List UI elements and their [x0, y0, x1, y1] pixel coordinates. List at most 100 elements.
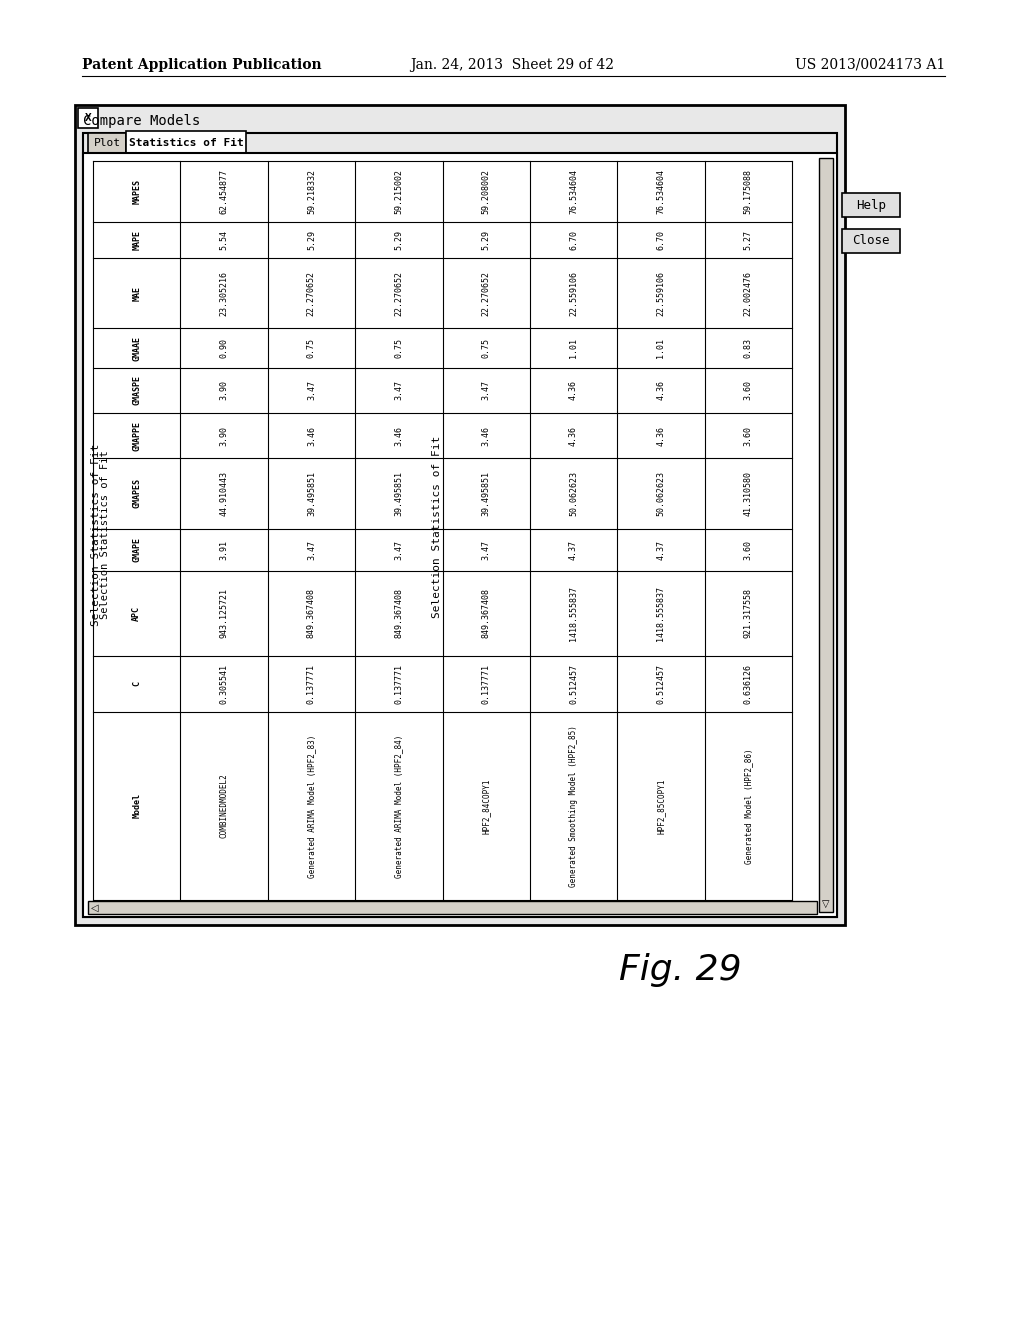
Text: 3.46: 3.46 [394, 425, 403, 446]
Text: Fig. 29: Fig. 29 [618, 953, 741, 987]
Bar [842, 193, 900, 216]
Text: 0.137771: 0.137771 [394, 664, 403, 704]
Text: 3.91: 3.91 [219, 540, 228, 560]
Text: APC: APC [132, 606, 141, 620]
Text: 39.495851: 39.495851 [481, 471, 490, 516]
Text: Model: Model [132, 793, 141, 818]
Text: Selection Statistics of Fit: Selection Statistics of Fit [432, 436, 442, 618]
Text: 59.208002: 59.208002 [481, 169, 490, 214]
Text: 0.137771: 0.137771 [307, 664, 316, 704]
Text: 0.75: 0.75 [394, 338, 403, 358]
Bar [83, 133, 837, 917]
Text: 76.534604: 76.534604 [569, 169, 579, 214]
Text: 39.495851: 39.495851 [394, 471, 403, 516]
Text: 4.36: 4.36 [569, 425, 579, 446]
Text: X: X [85, 114, 91, 123]
Text: Help: Help [856, 198, 886, 211]
Text: Patent Application Publication: Patent Application Publication [82, 58, 322, 73]
Text: 943.125721: 943.125721 [219, 589, 228, 639]
Bar [126, 131, 246, 153]
Text: Selection Statistics of Fit: Selection Statistics of Fit [91, 444, 101, 626]
Text: GMAPE: GMAPE [132, 537, 141, 562]
Text: 3.47: 3.47 [307, 540, 316, 560]
Text: 3.60: 3.60 [743, 540, 753, 560]
Text: 39.495851: 39.495851 [307, 471, 316, 516]
Text: 5.27: 5.27 [743, 230, 753, 249]
Text: Compare Models: Compare Models [83, 114, 201, 128]
Text: 3.47: 3.47 [394, 540, 403, 560]
Text: Generated Smoothing Model (HPF2_85): Generated Smoothing Model (HPF2_85) [569, 725, 579, 887]
Text: 50.062623: 50.062623 [569, 471, 579, 516]
Text: 5.29: 5.29 [481, 230, 490, 249]
Text: 0.305541: 0.305541 [219, 664, 228, 704]
Text: Generated Model (HPF2_86): Generated Model (HPF2_86) [743, 748, 753, 863]
Text: 0.75: 0.75 [307, 338, 316, 358]
Bar [88, 902, 817, 913]
Text: 849.367408: 849.367408 [307, 589, 316, 639]
Text: 3.90: 3.90 [219, 380, 228, 400]
Text: 4.36: 4.36 [569, 380, 579, 400]
Text: 3.60: 3.60 [743, 380, 753, 400]
Text: 22.559106: 22.559106 [656, 271, 666, 315]
Text: 62.454877: 62.454877 [219, 169, 228, 214]
Text: 4.36: 4.36 [656, 380, 666, 400]
Text: MAPES: MAPES [132, 180, 141, 205]
Text: 44.910443: 44.910443 [219, 471, 228, 516]
Text: 3.90: 3.90 [219, 425, 228, 446]
Text: Statistics of Fit: Statistics of Fit [129, 139, 244, 148]
Text: 41.310580: 41.310580 [743, 471, 753, 516]
Text: 5.54: 5.54 [219, 230, 228, 249]
Text: GMAPPE: GMAPPE [132, 421, 141, 450]
Text: 3.47: 3.47 [394, 380, 403, 400]
Text: 22.270652: 22.270652 [307, 271, 316, 315]
Text: 3.60: 3.60 [743, 425, 753, 446]
Text: 50.062623: 50.062623 [656, 471, 666, 516]
Text: 59.175088: 59.175088 [743, 169, 753, 214]
Text: 1.01: 1.01 [569, 338, 579, 358]
Bar [83, 153, 837, 917]
Text: 4.37: 4.37 [656, 540, 666, 560]
Text: US 2013/0024173 A1: US 2013/0024173 A1 [795, 58, 945, 73]
Text: GMAAE: GMAAE [132, 335, 141, 360]
Text: 1418.555837: 1418.555837 [569, 586, 579, 640]
Text: 3.47: 3.47 [481, 380, 490, 400]
Text: 0.90: 0.90 [219, 338, 228, 358]
Text: HPF2_84COPY1: HPF2_84COPY1 [481, 779, 490, 834]
Text: ▽: ▽ [822, 899, 829, 909]
Text: 0.512457: 0.512457 [569, 664, 579, 704]
Text: 22.559106: 22.559106 [569, 271, 579, 315]
Text: Generated ARIMA Model (HPF2_84): Generated ARIMA Model (HPF2_84) [394, 734, 403, 878]
Text: Plot: Plot [93, 139, 121, 148]
Text: 22.270652: 22.270652 [394, 271, 403, 315]
Text: 22.270652: 22.270652 [481, 271, 490, 315]
Text: 3.47: 3.47 [307, 380, 316, 400]
Text: 849.367408: 849.367408 [481, 589, 490, 639]
Text: 0.75: 0.75 [481, 338, 490, 358]
Text: 1418.555837: 1418.555837 [656, 586, 666, 640]
Text: 4.37: 4.37 [569, 540, 579, 560]
Text: Jan. 24, 2013  Sheet 29 of 42: Jan. 24, 2013 Sheet 29 of 42 [410, 58, 614, 73]
Text: MAPE: MAPE [132, 230, 141, 249]
Text: 76.534604: 76.534604 [656, 169, 666, 214]
Text: GMASPE: GMASPE [132, 375, 141, 405]
Text: 59.215002: 59.215002 [394, 169, 403, 214]
Bar [88, 133, 126, 153]
Bar [842, 228, 900, 253]
Text: 3.46: 3.46 [481, 425, 490, 446]
Text: 3.46: 3.46 [307, 425, 316, 446]
Text: 6.70: 6.70 [656, 230, 666, 249]
Text: 59.218332: 59.218332 [307, 169, 316, 214]
Text: 22.002476: 22.002476 [743, 271, 753, 315]
Text: 0.137771: 0.137771 [481, 664, 490, 704]
Text: Generated ARIMA Model (HPF2_83): Generated ARIMA Model (HPF2_83) [307, 734, 316, 878]
Text: 921.317558: 921.317558 [743, 589, 753, 639]
Text: 4.36: 4.36 [656, 425, 666, 446]
Text: Selection Statistics of Fit: Selection Statistics of Fit [100, 450, 110, 619]
Text: HPF2_85COPY1: HPF2_85COPY1 [656, 779, 666, 834]
Text: ◁: ◁ [91, 903, 98, 912]
Bar [819, 158, 833, 912]
Text: 3.47: 3.47 [481, 540, 490, 560]
Text: 1.01: 1.01 [656, 338, 666, 358]
Text: COMBINEDMODEL2: COMBINEDMODEL2 [219, 774, 228, 838]
Text: 0.83: 0.83 [743, 338, 753, 358]
